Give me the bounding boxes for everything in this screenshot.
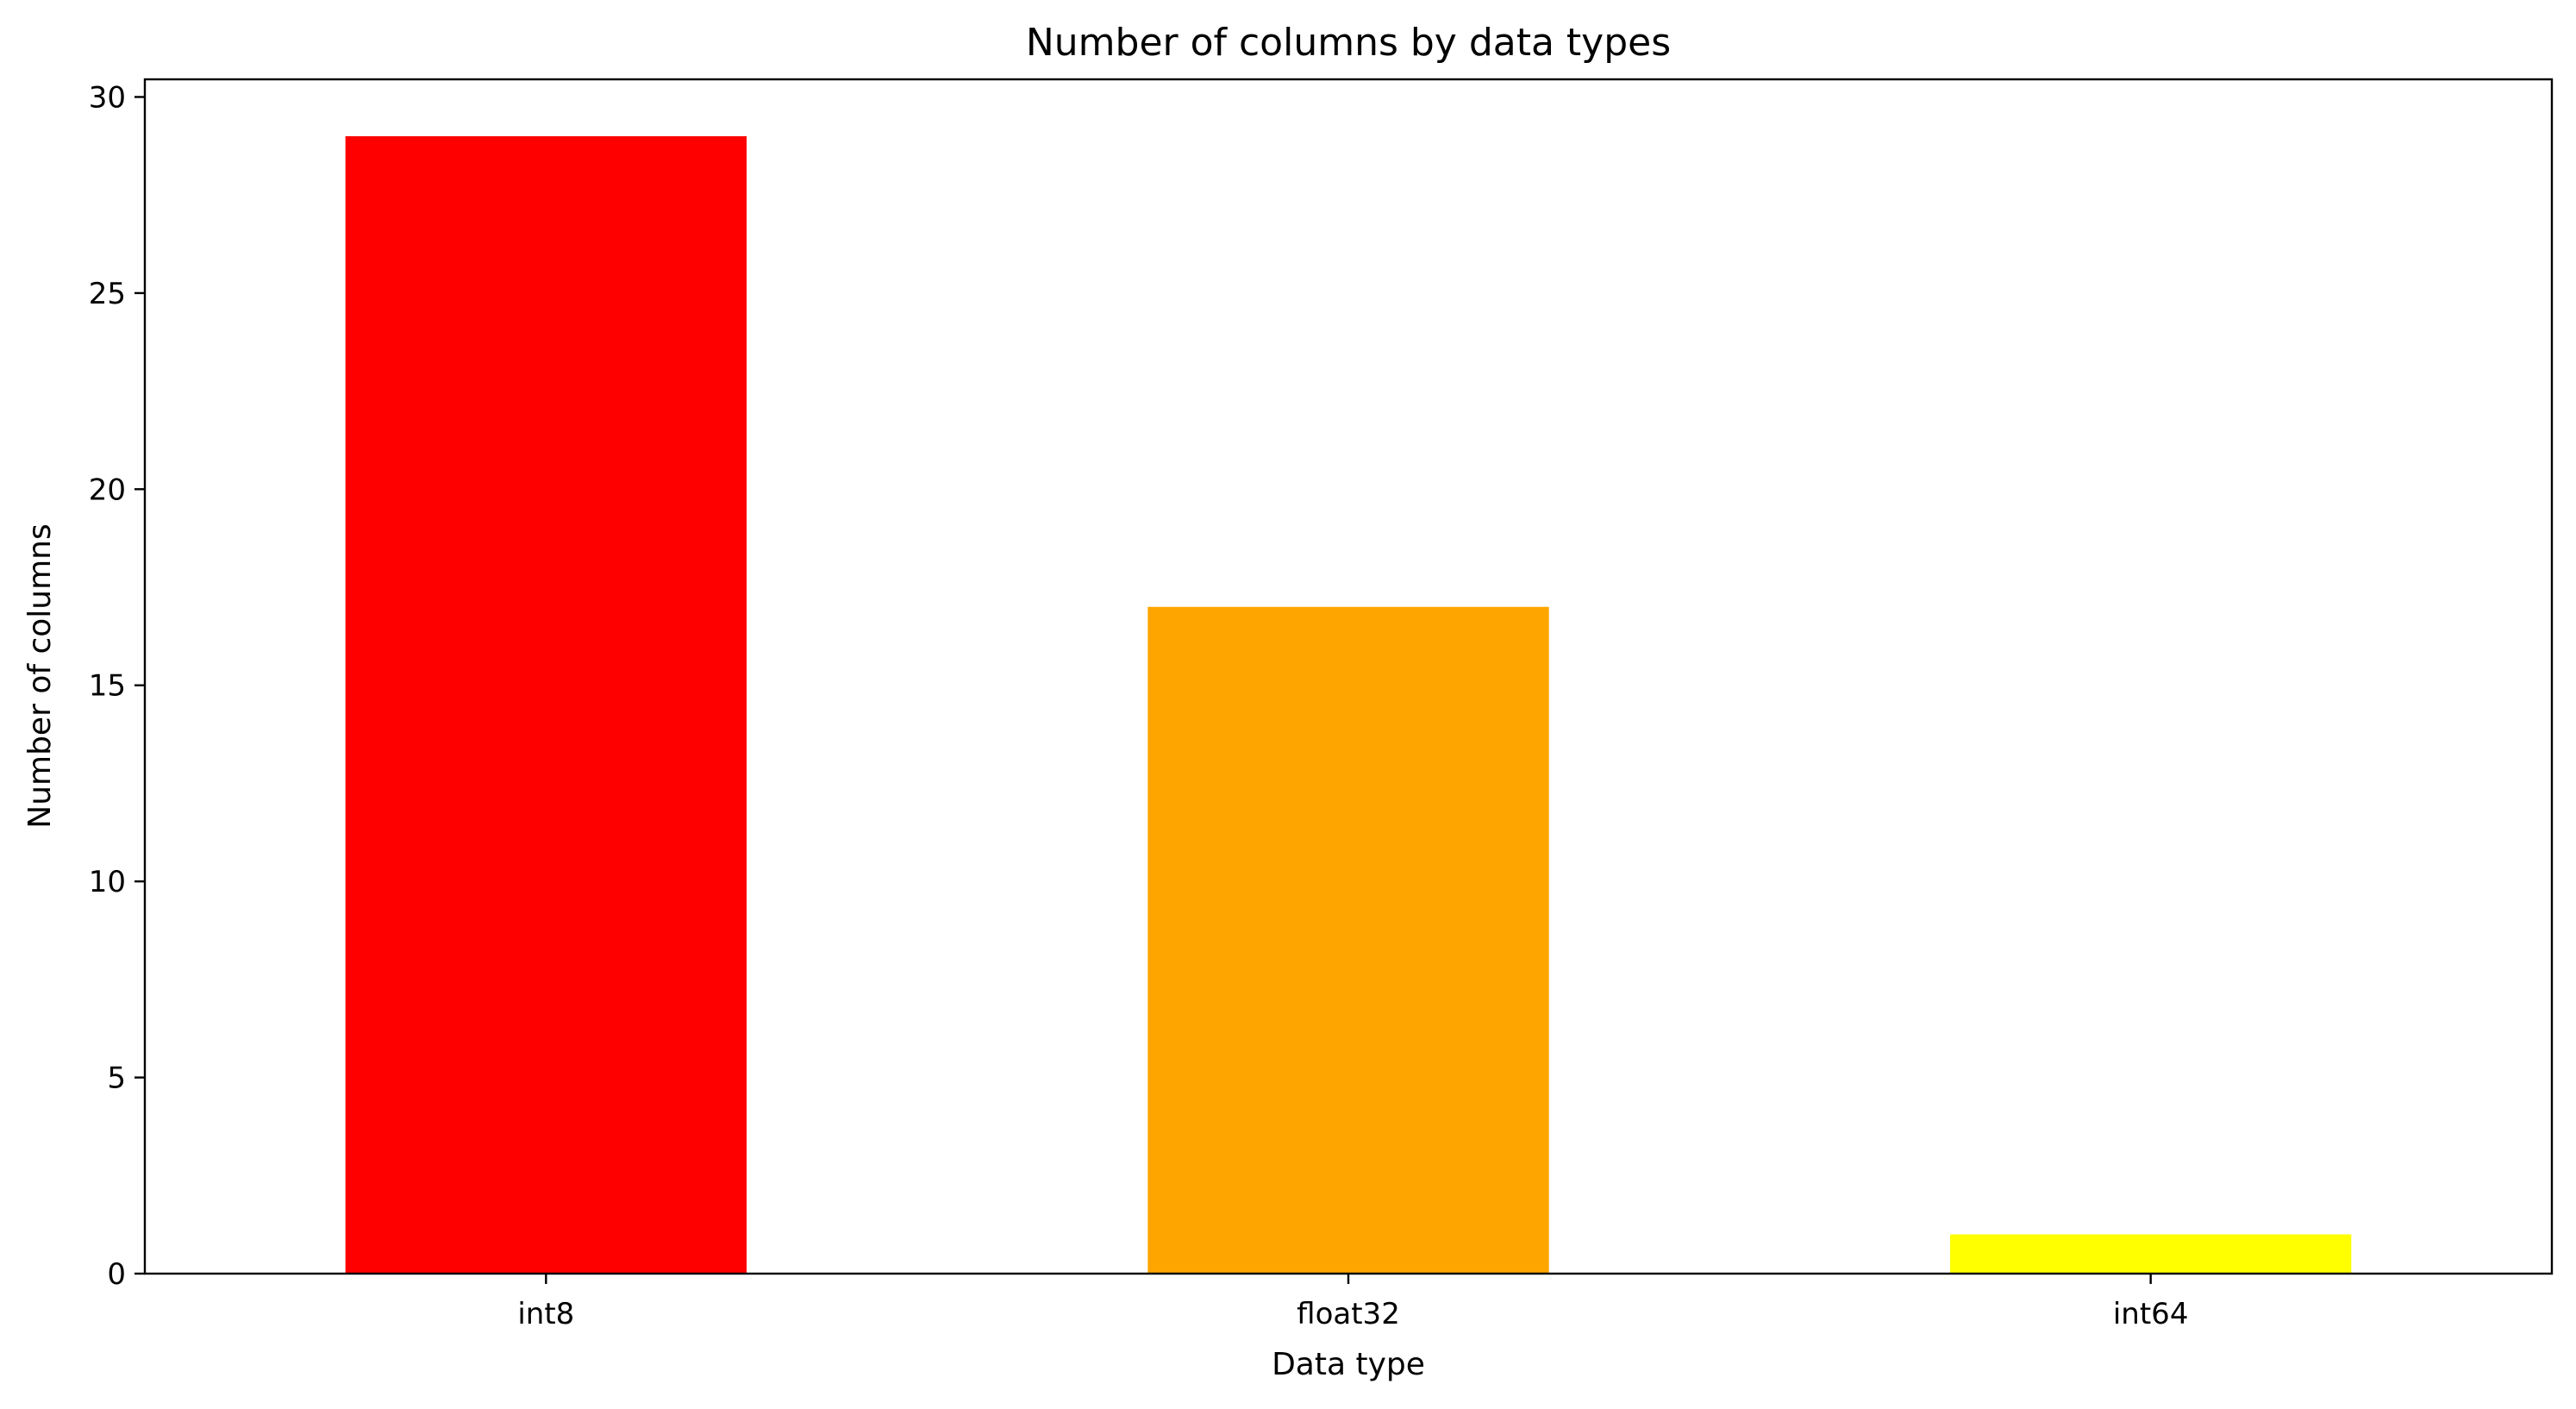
bar-float32 bbox=[1147, 606, 1549, 1274]
y-tick-label: 15 bbox=[89, 669, 126, 704]
plot-frame bbox=[143, 78, 2554, 1275]
y-tick-label: 25 bbox=[89, 277, 126, 311]
y-tick-label: 20 bbox=[89, 473, 126, 507]
x-axis-ticks: int8 float32 int64 bbox=[517, 1274, 2188, 1331]
x-tick-label: float32 bbox=[1297, 1297, 1400, 1331]
y-tick-label: 0 bbox=[107, 1257, 126, 1292]
x-axis-label: Data type bbox=[1272, 1347, 1425, 1382]
bars-group bbox=[345, 135, 2352, 1274]
y-tick-label: 30 bbox=[89, 80, 126, 115]
chart-title: Number of columns by data types bbox=[1026, 21, 1671, 65]
y-axis-label: Number of columns bbox=[22, 523, 58, 828]
y-axis-ticks: 0 5 10 15 20 25 30 bbox=[89, 80, 145, 1292]
bar-int64 bbox=[1950, 1234, 2352, 1274]
y-tick-label: 10 bbox=[89, 865, 126, 899]
bar-int8 bbox=[345, 135, 747, 1274]
x-tick-label: int64 bbox=[2113, 1297, 2189, 1331]
x-tick-label: int8 bbox=[517, 1297, 574, 1331]
y-tick-label: 5 bbox=[107, 1061, 126, 1096]
